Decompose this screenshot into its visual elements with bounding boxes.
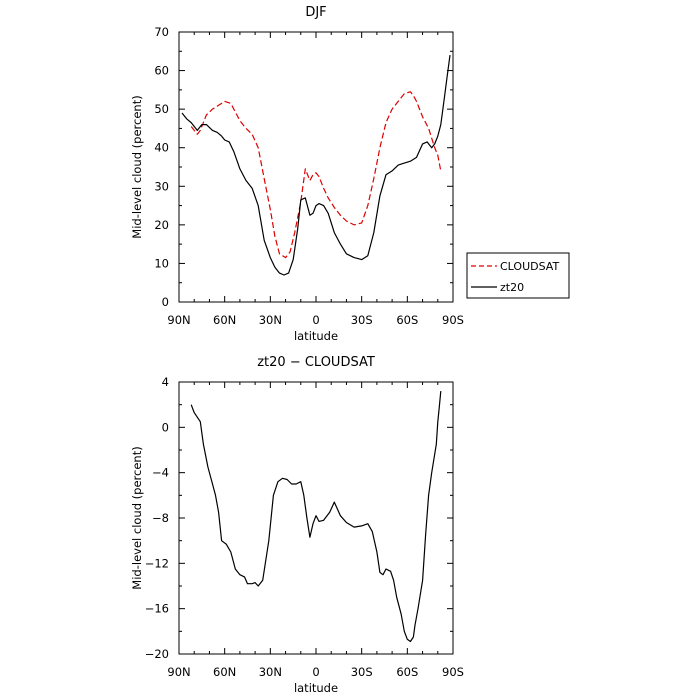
y-tick-label: 4	[162, 375, 169, 389]
x-tick-label: 30N	[259, 665, 282, 679]
x-tick-label: 60S	[396, 665, 418, 679]
x-tick-label: 30S	[351, 313, 373, 327]
x-tick-label: 60N	[213, 313, 236, 327]
x-tick-label: 0	[312, 665, 319, 679]
y-tick-label: −16	[145, 602, 169, 616]
x-tick-label: 90S	[442, 665, 464, 679]
y-axis-label: Mid-level cloud (percent)	[130, 95, 144, 238]
y-axis-label: Mid-level cloud (percent)	[130, 446, 144, 589]
x-tick-label: 90N	[167, 313, 190, 327]
plot-frame	[178, 381, 454, 655]
y-tick-label: −4	[152, 466, 169, 480]
y-tick-label: 0	[162, 295, 169, 309]
chart-title: zt20 − CLOUDSAT	[257, 355, 375, 370]
series-line-zt20	[181, 55, 451, 276]
plot-frame	[178, 31, 454, 303]
y-tick-label: 20	[154, 218, 169, 232]
x-tick-label: 30S	[351, 665, 373, 679]
legend: CLOUDSAT zt20	[466, 252, 570, 299]
x-tick-label: 60N	[213, 665, 236, 679]
bottom-chart-panel: zt20 − CLOUDSAT latitude Mid-level cloud…	[130, 355, 464, 695]
x-tick-label: 90S	[442, 313, 464, 327]
y-tick-label: 70	[154, 25, 169, 39]
x-tick-label: 60S	[396, 313, 418, 327]
series-line-cloudsat	[190, 91, 442, 259]
y-tick-label: 10	[154, 256, 169, 270]
x-tick-label: 90N	[167, 665, 190, 679]
x-axis-label: latitude	[294, 329, 338, 343]
legend-box	[466, 252, 570, 299]
y-tick-label: 0	[162, 420, 169, 434]
y-tick-label: 30	[154, 179, 169, 193]
series-line-series-0	[190, 391, 442, 643]
top-chart-panel: DJF latitude Mid-level cloud (percent) 9…	[130, 5, 464, 343]
legend-label-zt20: zt20	[500, 281, 524, 294]
y-tick-label: 40	[154, 141, 169, 155]
y-tick-label: −12	[145, 556, 169, 570]
chart-title: DJF	[305, 5, 326, 20]
y-tick-label: 60	[154, 64, 169, 78]
y-tick-label: −8	[152, 511, 169, 525]
x-tick-label: 0	[312, 313, 319, 327]
legend-label-cloudsat: CLOUDSAT	[500, 260, 559, 273]
x-tick-label: 30N	[259, 313, 282, 327]
y-tick-label: −20	[145, 647, 169, 661]
y-tick-label: 50	[154, 102, 169, 116]
x-axis-label: latitude	[294, 681, 338, 695]
